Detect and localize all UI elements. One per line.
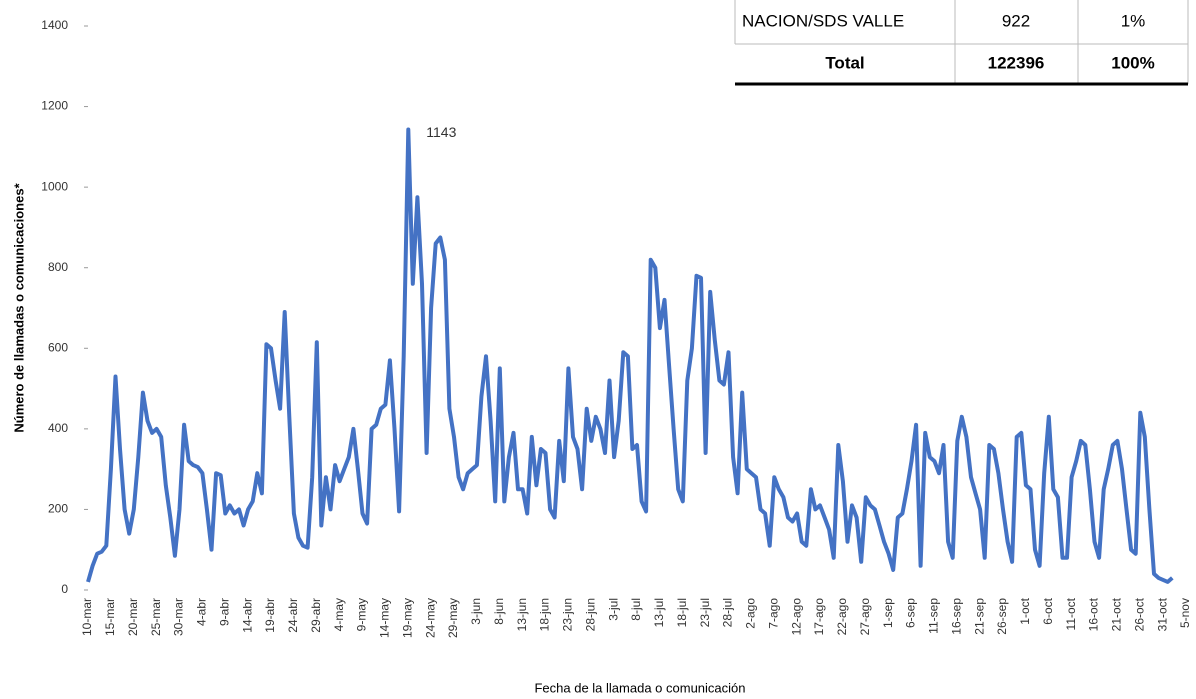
x-tick-label: 27-ago xyxy=(858,598,872,636)
table-cell: 122396 xyxy=(988,53,1045,72)
x-tick-label: 26-oct xyxy=(1132,597,1146,631)
x-tick-label: 23-jun xyxy=(561,598,575,631)
y-tick-label: 200 xyxy=(48,502,68,516)
x-tick-label: 5-nov xyxy=(1178,598,1192,628)
x-tick-label: 30-mar xyxy=(172,598,186,636)
x-tick-label: 16-oct xyxy=(1087,597,1101,631)
annotation: 1143 xyxy=(426,124,456,140)
x-tick-label: 24-may xyxy=(423,598,437,638)
x-tick-label: 18-jul xyxy=(675,598,689,627)
x-tick-label: 4-abr xyxy=(195,598,209,626)
table-cell: 100% xyxy=(1111,53,1154,72)
x-tick-label: 18-jun xyxy=(538,598,552,631)
x-tick-label: 10-mar xyxy=(80,598,94,636)
x-tick-label: 19-abr xyxy=(263,598,277,633)
x-tick-label: 25-mar xyxy=(149,598,163,636)
x-tick-label: 22-ago xyxy=(835,598,849,636)
x-tick-label: 1-sep xyxy=(881,598,895,628)
x-tick-label: 2-ago xyxy=(744,598,758,629)
x-tick-label: 6-oct xyxy=(1041,597,1055,624)
table-cell: Total xyxy=(825,53,864,72)
table-cell: 922 xyxy=(1002,11,1030,30)
x-tick-label: 11-sep xyxy=(927,598,941,634)
x-tick-label: 3-jul xyxy=(606,598,620,621)
y-tick-label: 800 xyxy=(48,260,68,274)
x-axis-label: Fecha de la llamada o comunicación xyxy=(534,680,745,695)
x-tick-label: 20-mar xyxy=(126,598,140,636)
x-tick-label: 8-jun xyxy=(492,598,506,625)
x-tick-label: 19-may xyxy=(400,598,414,638)
x-tick-label: 15-mar xyxy=(103,598,117,636)
x-tick-label: 9-may xyxy=(355,598,369,631)
y-tick-label: 0 xyxy=(61,582,68,596)
x-tick-label: 28-jul xyxy=(721,598,735,627)
x-tick-label: 21-oct xyxy=(1110,597,1124,631)
table: NACION/SDS VALLE 922 1% Total 122396 100… xyxy=(734,0,1189,86)
x-tick-label: 24-abr xyxy=(286,598,300,633)
table-cell: NACION/SDS VALLE xyxy=(742,11,904,30)
x-tick-label: 13-jun xyxy=(515,598,529,631)
x-tick-label: 23-jul xyxy=(698,598,712,627)
x-tick-label: 12-ago xyxy=(789,598,803,636)
x-tick-label: 13-jul xyxy=(652,598,666,627)
y-tick-label: 1000 xyxy=(41,179,68,193)
y-axis-label: Número de llamadas o comunicaciones* xyxy=(11,182,26,432)
x-tick-label: 31-oct xyxy=(1155,597,1169,631)
y-tick-label: 1200 xyxy=(41,99,68,113)
x-tick-label: 26-sep xyxy=(995,598,1009,635)
x-tick-label: 14-abr xyxy=(240,598,254,633)
x-tick-label: 7-ago xyxy=(766,598,780,629)
x-tick-label: 28-jun xyxy=(583,598,597,631)
y-tick-label: 1400 xyxy=(41,18,68,32)
x-tick-label: 21-sep xyxy=(972,598,986,635)
x-tick-label: 29-may xyxy=(446,598,460,638)
x-tick-label: 11-oct xyxy=(1064,597,1078,630)
x-tick-label: 17-ago xyxy=(812,598,826,636)
y-tick-label: 600 xyxy=(48,340,68,354)
x-tick-label: 6-sep xyxy=(904,598,918,628)
x-tick-label: 16-sep xyxy=(949,598,963,635)
x-tick-label: 1-oct xyxy=(1018,597,1032,624)
x-tick-label: 3-jun xyxy=(469,598,483,625)
x-tick-label: 8-jul xyxy=(629,598,643,621)
x-tick-label: 9-abr xyxy=(217,598,231,626)
x-tick-label: 14-may xyxy=(378,598,392,638)
table-cell: 1% xyxy=(1121,11,1146,30)
data-line xyxy=(86,127,1174,584)
x-tick-label: 4-may xyxy=(332,598,346,631)
y-tick-label: 400 xyxy=(48,421,68,435)
x-tick-label: 29-abr xyxy=(309,598,323,633)
